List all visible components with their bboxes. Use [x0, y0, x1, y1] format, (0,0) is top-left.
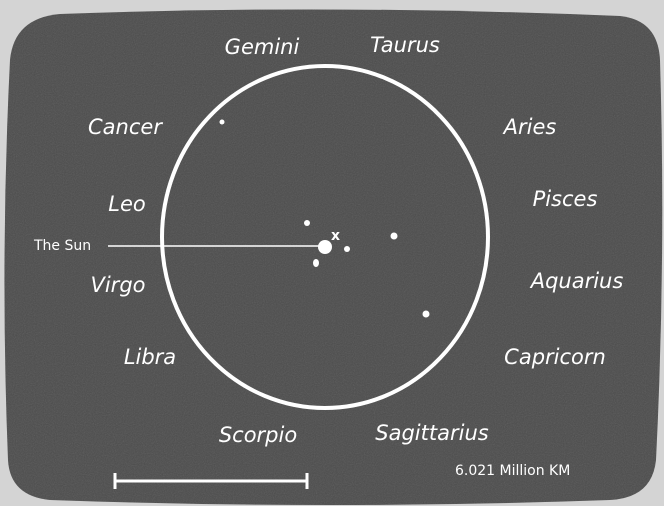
sun [318, 240, 332, 254]
zodiac-label: Cancer [88, 115, 163, 139]
zodiac-label: Libra [124, 345, 176, 369]
zodiac-label: Capricorn [504, 345, 606, 369]
planet [220, 120, 225, 125]
zodiac-label: Aries [502, 115, 557, 139]
sun-label: The Sun [33, 238, 91, 254]
planet [304, 220, 310, 226]
zodiac-label: Sagittarius [375, 421, 488, 445]
planet [313, 259, 319, 267]
zodiac-label: Virgo [90, 273, 145, 297]
zodiac-label: Leo [108, 192, 145, 216]
zodiac-label: Taurus [370, 33, 440, 57]
zodiac-label: Scorpio [219, 423, 297, 447]
zodiac-label: Pisces [533, 187, 598, 211]
zodiac-label: Aquarius [529, 269, 624, 293]
planet [423, 311, 430, 318]
display-texture [4, 9, 662, 505]
planet [344, 246, 350, 252]
zodiac-label: Gemini [225, 35, 300, 59]
screen: Gemini Taurus Cancer Aries Leo Pisces Vi… [0, 0, 664, 506]
scale-label: 6.021 Million KM [455, 463, 570, 479]
marker: x [331, 228, 340, 244]
planet [391, 233, 398, 240]
